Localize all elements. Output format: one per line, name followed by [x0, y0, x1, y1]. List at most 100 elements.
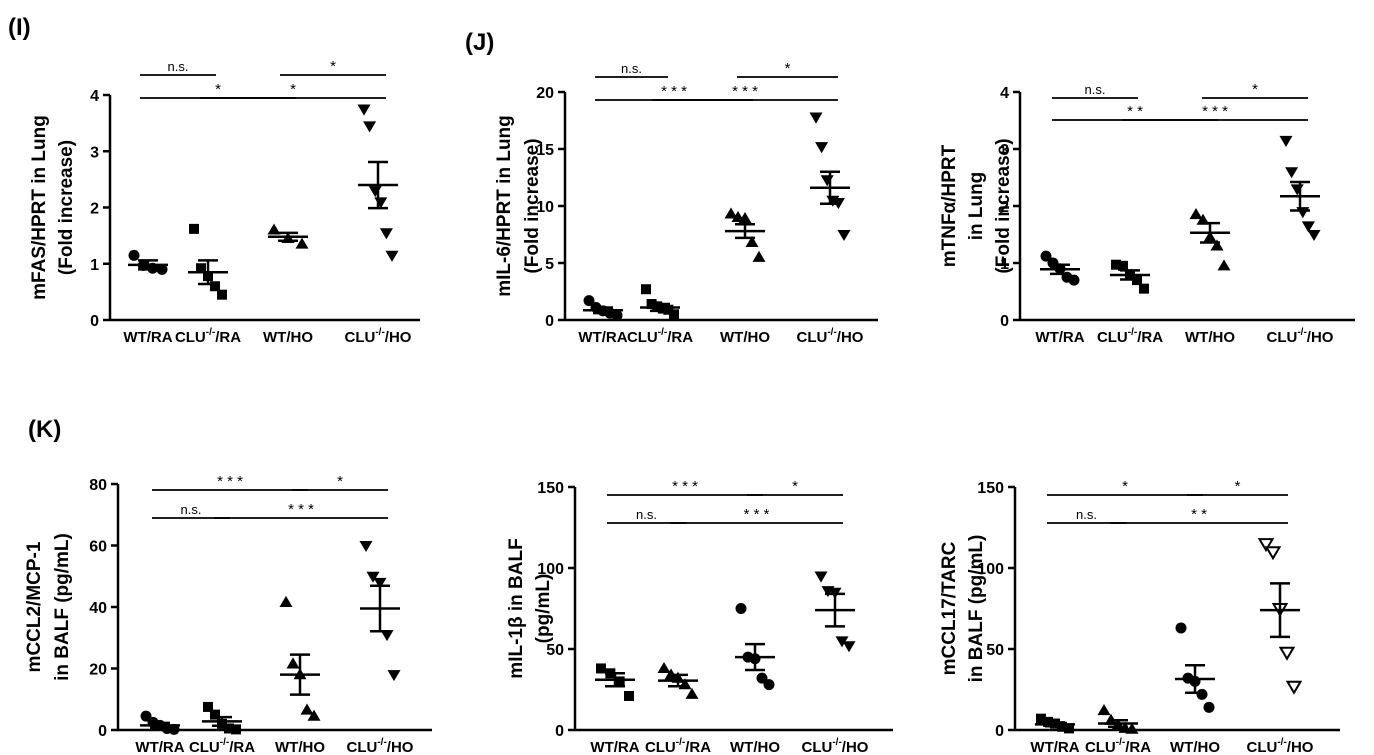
y-tick-label: 80: [89, 477, 107, 494]
significance-label: *: [290, 81, 296, 98]
y-axis-label: (Fold increase): [993, 138, 1014, 273]
series-group: [640, 284, 680, 320]
data-point: [1040, 250, 1052, 262]
x-category-label: WT/RA: [135, 739, 184, 755]
plots: 0 1 2 3 4 mFAS/HPRT in Lung (Fold increase) WT/…: [24, 58, 1355, 755]
series-group: [1279, 135, 1321, 241]
data-point: [611, 309, 623, 321]
data-point: [752, 250, 766, 262]
x-category-label: WT/RA: [123, 329, 172, 346]
data-point: [1290, 184, 1304, 196]
x-category-label: CLU-/-/RA: [627, 327, 693, 346]
data-point: [307, 709, 321, 721]
series-group: [814, 571, 856, 653]
series-group: [1040, 250, 1080, 286]
x-category-label: CLU-/-/HO: [347, 737, 414, 755]
x-category-label: CLU-/-/HO: [345, 327, 412, 346]
data-point: [1301, 221, 1315, 233]
y-tick-label: 0: [995, 723, 1004, 740]
significance-label: * * *: [661, 83, 687, 100]
data-point: [837, 229, 851, 241]
y-tick-label: 0: [1000, 313, 1009, 330]
data-point: [1118, 260, 1128, 271]
data-point: [596, 663, 606, 674]
data-point: [669, 309, 679, 320]
data-point: [763, 679, 775, 691]
y-tick-label: 0: [98, 723, 107, 740]
data-point: [374, 197, 388, 209]
significance-label: * *: [1191, 506, 1207, 523]
y-tick-label: 10: [536, 199, 554, 216]
significance-label: * * *: [288, 501, 314, 518]
data-point: [583, 295, 595, 307]
y-axis-label: mIL-1β in BALF: [506, 538, 527, 678]
data-point: [814, 571, 828, 583]
series-group: [128, 249, 168, 275]
data-point: [387, 670, 401, 682]
y-tick-label: 20: [536, 85, 554, 102]
data-point: [842, 641, 856, 653]
y-tick-label: 4: [1000, 85, 1009, 102]
data-point: [295, 237, 309, 249]
data-point: [267, 223, 281, 235]
significance-label: *: [215, 81, 221, 98]
data-point: [231, 724, 241, 735]
y-tick-label: 50: [986, 642, 1004, 659]
data-point: [738, 212, 752, 224]
y-tick-label: 1: [1000, 256, 1009, 273]
series-group: [1189, 208, 1231, 271]
data-point: [300, 703, 314, 715]
data-point: [745, 235, 759, 248]
significance-label: * * *: [744, 506, 770, 523]
y-tick-label: 0: [555, 723, 564, 740]
significance-label: *: [1122, 478, 1128, 495]
data-point: [624, 690, 634, 701]
data-point: [1217, 259, 1231, 271]
chart-3: 0 1 2 3 4 mTNFα/HPRT in Lung (Fold increase) WT/…: [939, 81, 1355, 346]
y-axis-label: mCCL17/TARC: [939, 541, 960, 675]
y-tick-label: 4: [90, 88, 99, 105]
series-group: [202, 701, 242, 735]
data-point: [1139, 283, 1149, 294]
y-tick-label: 15: [536, 142, 554, 159]
y-tick-label: 1: [90, 257, 99, 274]
significance-label: n.s.: [1076, 507, 1097, 522]
data-point: [1279, 135, 1293, 147]
series-group: [657, 661, 699, 699]
data-point: [224, 723, 234, 734]
panel-label-i: (I): [8, 14, 31, 41]
data-point: [614, 676, 625, 687]
x-category-label: CLU-/-/RA: [189, 737, 255, 755]
y-tick-label: 100: [977, 561, 1004, 578]
series-group: [1110, 259, 1150, 294]
x-category-label: WT/RA: [590, 739, 639, 755]
series-group: [1257, 538, 1303, 695]
y-axis-label: mTNFα/HPRT: [939, 144, 960, 267]
y-tick-label: 100: [537, 561, 564, 578]
data-point: [217, 289, 227, 300]
x-category-label: WT/HO: [730, 739, 780, 755]
chart-4: 0 20 40 60 80 mCCL2/MCP-1 in BALF (pg/mL) WT/RA…: [24, 473, 432, 755]
y-axis-label: mIL-6/HPRT in Lung: [494, 115, 515, 297]
data-point: [756, 672, 768, 684]
data-point: [380, 630, 394, 642]
significance-label: * *: [1127, 103, 1143, 120]
significance-label: *: [1235, 478, 1241, 495]
significance-label: *: [785, 60, 791, 77]
series-group: [140, 710, 180, 735]
panel-label-k: (K): [28, 416, 61, 443]
data-point: [1189, 208, 1203, 220]
data-point: [203, 701, 213, 712]
significance-label: *: [792, 478, 798, 495]
data-point: [363, 121, 377, 133]
data-point: [1068, 274, 1080, 286]
significance-label: * * *: [1202, 103, 1228, 120]
significance-label: *: [330, 58, 336, 75]
data-point: [657, 661, 671, 673]
data-point: [735, 603, 747, 614]
y-tick-label: 40: [89, 600, 107, 617]
x-category-label: WT/RA: [1035, 329, 1084, 346]
data-point: [835, 636, 849, 648]
significance-label: n.s.: [1085, 82, 1106, 97]
